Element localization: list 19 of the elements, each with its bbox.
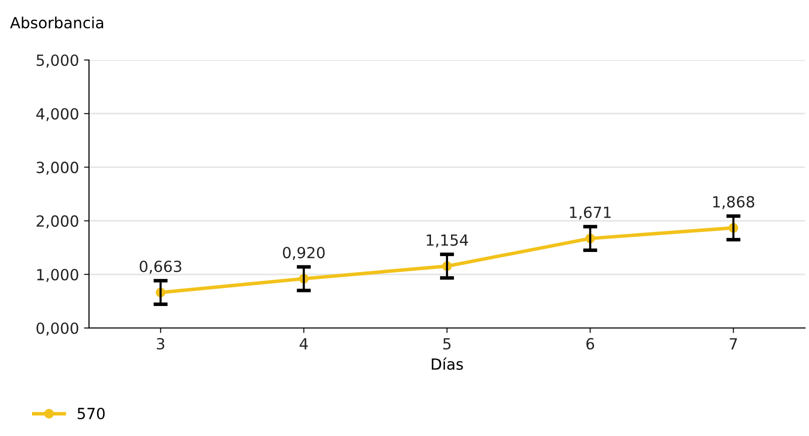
x-tick-label: 6 — [586, 338, 594, 350]
y-tick-label: 0,000 — [36, 322, 78, 336]
y-tick-label: 4,000 — [36, 108, 78, 122]
y-tick-label: 3,000 — [36, 162, 78, 175]
data-label: 1,868 — [713, 196, 754, 210]
x-tick-label: 5 — [443, 338, 451, 350]
y-tick-label: 2,000 — [36, 215, 78, 228]
data-label: 1,671 — [570, 206, 611, 220]
x-axis-title: Días — [432, 357, 463, 370]
x-tick-label: 3 — [156, 338, 164, 350]
y-axis-title: Absorbancia — [10, 16, 104, 28]
data-label: 0,920 — [282, 246, 325, 260]
x-tick-label: 4 — [300, 338, 308, 350]
x-tick-label: 7 — [730, 338, 737, 350]
legend-label: 570 — [78, 408, 105, 420]
data-label: 1,154 — [426, 234, 468, 248]
y-tick-label: 1,000 — [37, 268, 78, 282]
y-tick-label: 5,000 — [36, 54, 78, 68]
data-label: 0,663 — [140, 260, 182, 274]
